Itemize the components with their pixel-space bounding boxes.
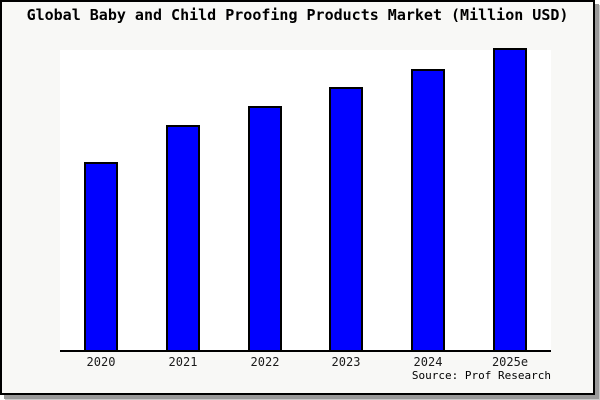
bar-2022 [248,106,282,350]
bar-2023 [329,87,363,350]
bar-2025e [493,48,527,350]
plot-area [60,48,551,352]
bar-2024 [411,69,445,350]
bar-2021 [166,125,200,350]
chart-title: Global Baby and Child Proofing Products … [26,6,569,24]
source-credit: Source: Prof Research [411,369,551,382]
x-axis-label-2025e: 2025e [491,355,529,369]
x-axis-label-2024: 2024 [413,355,443,369]
chart-canvas: Global Baby and Child Proofing Products … [2,2,593,393]
x-axis-label-2021: 2021 [168,355,198,369]
x-axis-label-2020: 2020 [86,355,116,369]
x-axis-label-2022: 2022 [250,355,280,369]
x-axis-label-2023: 2023 [331,355,361,369]
chart-panel: Global Baby and Child Proofing Products … [0,0,595,395]
bar-2020 [84,162,118,350]
